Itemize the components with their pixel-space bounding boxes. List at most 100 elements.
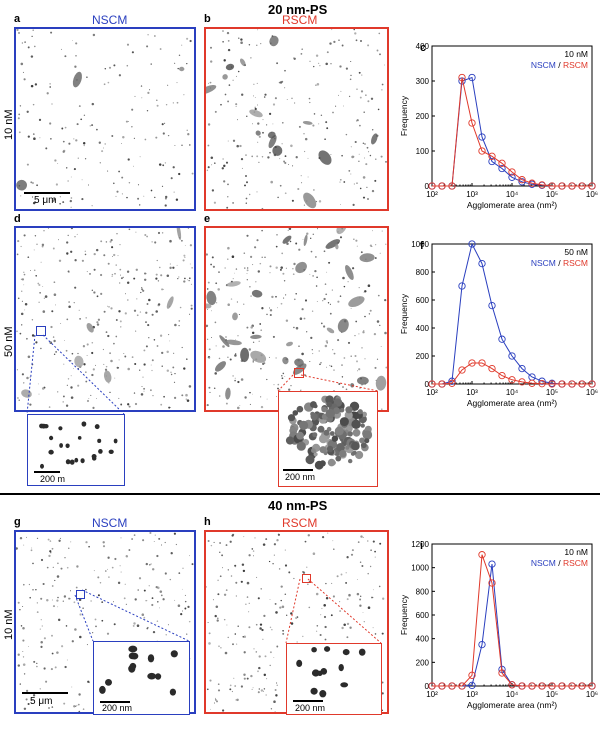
network-particle	[305, 455, 315, 465]
agglomerate	[176, 228, 182, 241]
network-particle	[364, 438, 370, 444]
micrograph-d-nscm-50nm	[14, 226, 196, 412]
agglomerate	[225, 387, 231, 400]
network-particle	[325, 408, 335, 419]
agglomerate	[292, 363, 307, 375]
network-particle	[317, 425, 325, 433]
agglomerate	[225, 63, 235, 71]
particle	[92, 456, 97, 461]
particle	[169, 688, 176, 696]
agglomerate	[335, 243, 339, 250]
agglomerate	[269, 35, 279, 47]
panel-letter-i: i	[420, 540, 424, 552]
y-tick-label: 400	[416, 324, 430, 333]
network-particle	[319, 446, 327, 454]
y-tick-label: 600	[416, 611, 430, 620]
x-tick-label: 10²	[426, 690, 438, 699]
legend-separator: /	[558, 60, 563, 70]
network-particle	[326, 401, 333, 408]
agglomerate	[326, 327, 335, 334]
data-point-rscm	[558, 682, 566, 690]
data-point-nscm	[518, 178, 526, 186]
network-particle	[331, 435, 339, 442]
particle	[310, 687, 318, 695]
agglomerate	[206, 303, 212, 309]
network-particle	[347, 431, 353, 437]
network-particle	[352, 428, 361, 437]
agglomerate	[249, 109, 263, 118]
x-tick-label: 10⁶	[586, 190, 598, 199]
agglomerate	[250, 334, 262, 340]
scalebar-g	[22, 692, 68, 694]
x-tick-label: 10⁵	[546, 190, 558, 199]
y-tick-label: 1000	[411, 240, 429, 249]
zoom-box-g	[76, 590, 85, 599]
legend-nscm: NSCM	[531, 258, 558, 268]
scalebar-d-inset-label: 200 m	[40, 474, 66, 484]
particle	[128, 645, 138, 653]
x-axis-label: Agglomerate area (nm²)	[467, 398, 557, 408]
agglomerate	[74, 355, 84, 368]
network-particle	[334, 426, 344, 436]
particle	[342, 649, 350, 656]
chart-annotation: 50 nM	[564, 247, 588, 257]
data-point-rscm	[498, 371, 506, 380]
section-separator	[0, 493, 600, 495]
y-tick-label: 200	[416, 352, 430, 361]
network-particle	[285, 436, 295, 445]
data-point-rscm	[438, 682, 446, 690]
data-point-nscm	[468, 73, 476, 82]
x-tick-label: 10³	[466, 690, 478, 699]
x-tick-label: 10⁵	[546, 388, 558, 397]
agglomerate	[239, 58, 246, 67]
network-particle	[352, 450, 357, 455]
data-point-rscm	[468, 119, 476, 127]
agglomerate	[325, 239, 341, 249]
panel-letter-g: g	[14, 516, 21, 528]
x-tick-label: 10⁴	[506, 388, 519, 397]
scalebar-d-inset	[34, 471, 60, 473]
panel-b-header: RSCM	[282, 13, 318, 27]
panel-letter-h: h	[204, 516, 211, 528]
agglomerate	[240, 347, 250, 363]
particle	[311, 647, 317, 653]
data-point-rscm	[528, 682, 536, 690]
data-point-rscm	[528, 179, 536, 187]
data-point-rscm	[448, 379, 456, 387]
micrograph-a-nscm-10nm: 5 μm	[14, 27, 196, 211]
data-point-rscm	[458, 682, 466, 690]
y-tick-label: 200	[416, 658, 430, 667]
data-point-rscm	[488, 579, 496, 587]
data-point-nscm	[468, 240, 476, 248]
data-point-rscm	[508, 168, 516, 176]
data-point-rscm	[578, 380, 586, 388]
particle	[108, 449, 114, 454]
agglomerate	[222, 74, 228, 80]
y-axis-label: Frequency	[399, 594, 409, 635]
x-tick-label: 10⁴	[506, 190, 519, 199]
plot-frame	[431, 543, 593, 687]
data-point-nscm	[498, 335, 506, 343]
speckle-texture	[16, 228, 193, 409]
chart-annotation: 10 nM	[564, 49, 588, 59]
x-tick-label: 10³	[466, 190, 478, 199]
agglomerate	[16, 179, 27, 191]
particle	[41, 423, 47, 429]
y-tick-label: 300	[416, 77, 430, 86]
agglomerate	[295, 261, 307, 274]
data-point-rscm	[438, 380, 446, 388]
data-point-nscm	[518, 364, 526, 373]
agglomerate	[226, 281, 241, 287]
data-point-rscm	[508, 376, 516, 384]
speckle-texture	[206, 29, 387, 209]
data-point-nscm	[468, 681, 476, 690]
agglomerate	[318, 150, 332, 165]
x-tick-label: 10²	[426, 388, 438, 397]
x-tick-label: 10⁶	[586, 388, 598, 397]
panel-letter-f: f	[420, 240, 424, 252]
network-particle	[327, 458, 336, 467]
legend-rscm: RSCM	[563, 60, 588, 70]
speckle-texture	[16, 29, 194, 208]
agglomerate	[286, 341, 293, 347]
y-tick-label: 800	[416, 268, 430, 277]
